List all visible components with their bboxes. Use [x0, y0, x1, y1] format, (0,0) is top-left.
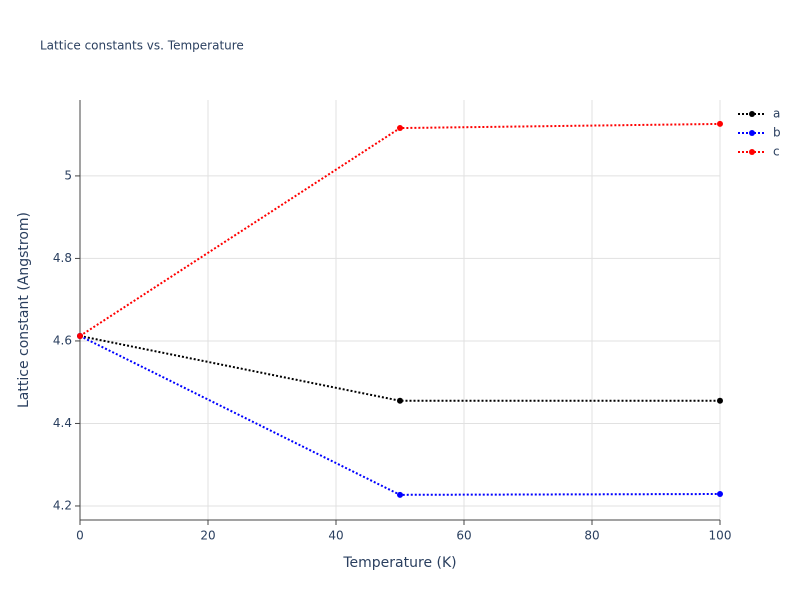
- point: [77, 332, 83, 339]
- point: [717, 491, 723, 498]
- x-tick-label: 100: [709, 529, 732, 543]
- point: [397, 397, 403, 404]
- legend-label: b: [773, 126, 781, 140]
- legend-marker: [749, 149, 755, 155]
- x-tick-label: 20: [200, 529, 215, 543]
- series-line: [79, 335, 720, 402]
- legend-label: c: [773, 145, 780, 159]
- y-tick-label: 4.4: [53, 416, 72, 430]
- y-axis-label: Lattice constant (Angstrom): [16, 212, 32, 408]
- point: [717, 397, 723, 404]
- y-tick-label: 4.8: [53, 251, 72, 265]
- x-tick-label: 40: [328, 529, 343, 543]
- point: [397, 491, 403, 498]
- x-tick-label: 60: [456, 529, 471, 543]
- series-line: [79, 335, 721, 496]
- x-axis-label: Temperature (K): [342, 555, 456, 571]
- y-tick-label: 4.6: [53, 333, 72, 347]
- chart-title: Lattice constants vs. Temperature: [40, 39, 244, 53]
- series-line: [79, 122, 721, 337]
- x-tick-label: 0: [76, 529, 84, 543]
- point: [397, 125, 403, 132]
- y-tick-label: 5: [64, 168, 72, 182]
- legend-marker: [749, 130, 755, 136]
- legend-label: a: [773, 107, 780, 121]
- x-tick-label: 80: [584, 529, 599, 543]
- y-tick-label: 4.2: [53, 498, 72, 512]
- legend-marker: [749, 111, 755, 117]
- point: [717, 120, 723, 127]
